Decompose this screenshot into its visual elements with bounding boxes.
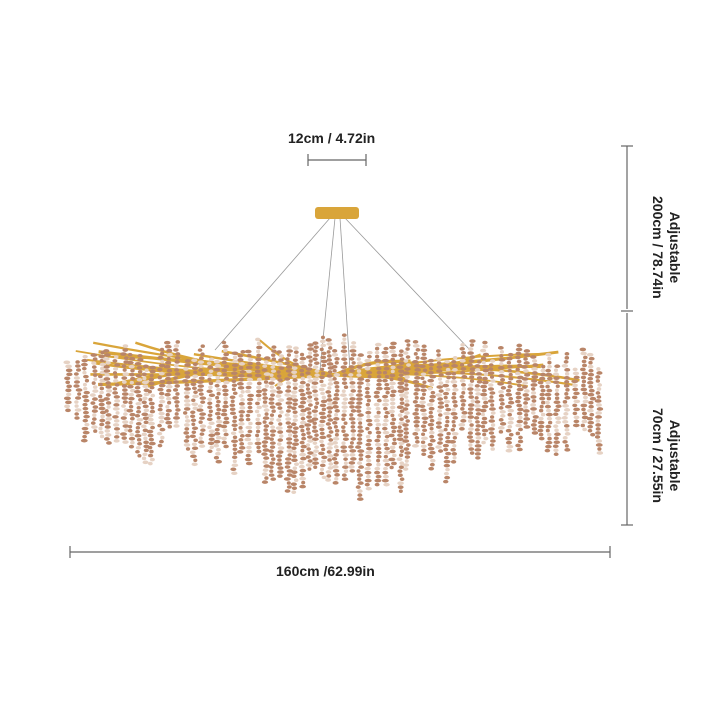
crystal-strand: [102, 349, 113, 445]
crystal-strand: [514, 343, 524, 452]
crystal-strand: [480, 340, 490, 445]
overall-width-label: 160cm /62.99in: [276, 563, 375, 579]
crystal-strand: [354, 353, 365, 501]
crystal-strand: [126, 352, 136, 449]
body-height-value: 70cm / 27.55in: [650, 408, 666, 503]
crystal-strand: [364, 350, 374, 491]
cable-height-value: 200cm / 78.74in: [650, 196, 666, 299]
cable-height-note: Adjustable: [667, 211, 683, 284]
crystal-strand: [146, 365, 157, 466]
crystal-strand: [112, 355, 121, 443]
crystal-strand: [396, 349, 406, 493]
crystal-strand: [411, 340, 422, 448]
crystal-strand: [388, 341, 398, 470]
body-height-note: Adjustable: [667, 419, 683, 492]
crystal-strand: [466, 339, 476, 455]
crystal-strand: [521, 349, 531, 429]
crystal-strand: [97, 350, 107, 439]
crystal-strand: [340, 333, 350, 481]
crystal-strand: [504, 352, 515, 453]
crystal-strand: [163, 340, 173, 429]
crystal-strand: [206, 357, 216, 454]
crystal-strand: [141, 364, 150, 465]
crystal-strand: [156, 347, 166, 448]
crystal-strand: [63, 360, 73, 413]
crystal-strand: [189, 358, 199, 467]
crystal-strand: [435, 349, 445, 453]
crystal-strand: [381, 346, 391, 487]
crystal-strand: [220, 340, 230, 449]
crystal-strand: [442, 359, 453, 484]
crystal-strand: [373, 342, 383, 487]
crystal-strands: [63, 333, 604, 501]
crystal-strand: [579, 347, 589, 432]
crystal-strand: [571, 367, 581, 428]
crystal-strand: [426, 358, 437, 471]
crystal-strand: [347, 341, 357, 473]
crystal-strand: [304, 343, 314, 471]
crystal-strand: [283, 345, 294, 493]
body-height-label: Adjustable 70cm / 27.55in: [649, 408, 683, 503]
crystal-strand: [487, 359, 496, 451]
crystal-strand: [586, 352, 597, 437]
crystal-strand: [325, 338, 334, 482]
crystal-strand: [402, 339, 411, 471]
crystal-strand: [318, 335, 328, 480]
crystal-strand: [497, 346, 507, 434]
ceiling-canopy: [315, 207, 359, 219]
crystal-strand: [474, 360, 483, 460]
dimension-lines: [69, 145, 633, 558]
crystal-strand: [172, 340, 181, 428]
crystal-strand: [537, 364, 546, 441]
crystal-strand: [419, 344, 429, 457]
crystal-strand: [236, 350, 246, 454]
crystal-strand: [196, 344, 207, 448]
crystal-strand: [134, 353, 144, 458]
crystal-strand: [244, 349, 255, 466]
crystal-strand: [268, 345, 277, 481]
cable-height-label: Adjustable 200cm / 78.74in: [649, 196, 683, 299]
crystal-strand: [182, 359, 192, 451]
crystal-strand: [449, 356, 459, 464]
crystal-strand: [80, 354, 90, 443]
crystal-strand: [458, 343, 468, 431]
crystal-strand: [561, 352, 571, 452]
crystal-strand: [530, 355, 539, 435]
crystal-strand: [229, 351, 239, 476]
crystal-strand: [290, 346, 300, 494]
crystal-strand: [254, 337, 263, 454]
crystal-strand: [73, 360, 83, 420]
crystal-strand: [261, 356, 271, 484]
crystal-strand: [89, 353, 99, 433]
crystal-strand: [544, 352, 553, 453]
crystal-strand: [311, 341, 320, 469]
crystal-strand: [275, 350, 285, 478]
crystal-strand: [298, 352, 308, 489]
crystal-strand: [594, 367, 604, 455]
crystal-strand: [213, 359, 223, 464]
crystal-strand: [331, 349, 341, 485]
crystal-strand: [552, 364, 562, 457]
canopy-width-label: 12cm / 4.72in: [288, 130, 376, 146]
crystal-strand: [120, 344, 130, 444]
